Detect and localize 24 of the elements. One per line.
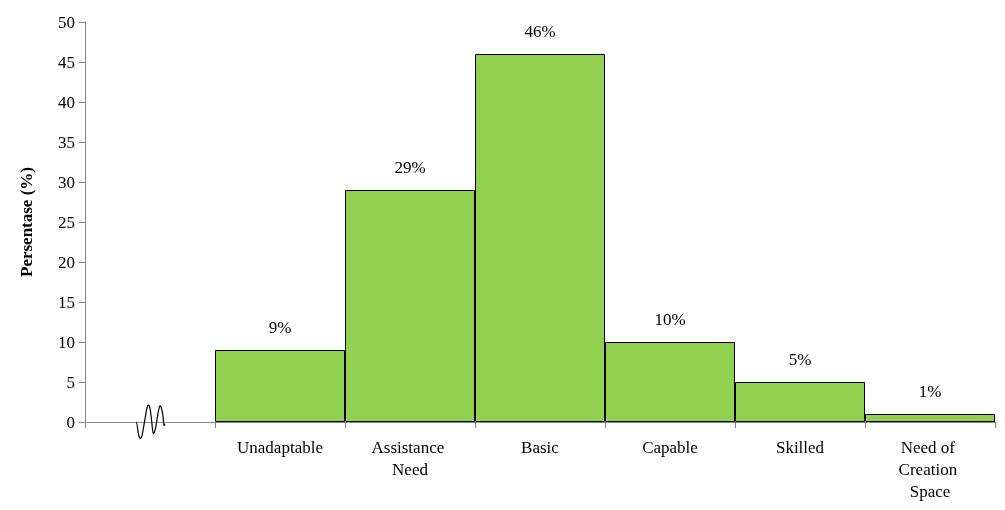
y-tick-label: 30 xyxy=(58,172,75,192)
y-tick-label: 0 xyxy=(66,412,75,432)
x-tick-label: Unadaptable xyxy=(237,437,323,457)
x-tick-label: Need of Creation Space xyxy=(898,437,962,501)
x-tick-label: Basic xyxy=(521,437,560,457)
data-label: 10% xyxy=(654,310,686,329)
x-tick-label: Assistance Need xyxy=(371,437,449,479)
y-tick-label: 15 xyxy=(58,292,75,312)
y-tick-label: 5 xyxy=(66,372,75,392)
x-tick-label: Skilled xyxy=(775,437,825,457)
data-label: 1% xyxy=(918,382,942,401)
y-tick-label: 50 xyxy=(58,12,75,32)
data-label: 29% xyxy=(394,158,426,177)
y-axis-title: Persentase (%) xyxy=(17,167,36,277)
data-label: 46% xyxy=(524,22,556,41)
data-label: 9% xyxy=(268,318,292,337)
data-label: 5% xyxy=(788,350,812,369)
y-tick-label: 40 xyxy=(58,92,75,112)
y-tick-label: 20 xyxy=(58,252,75,272)
y-tick-label: 45 xyxy=(58,52,75,72)
y-tick-label: 10 xyxy=(58,332,75,352)
x-tick-label: Capable xyxy=(642,437,698,457)
y-tick-label: 35 xyxy=(58,132,75,152)
y-tick-label: 25 xyxy=(58,212,75,232)
